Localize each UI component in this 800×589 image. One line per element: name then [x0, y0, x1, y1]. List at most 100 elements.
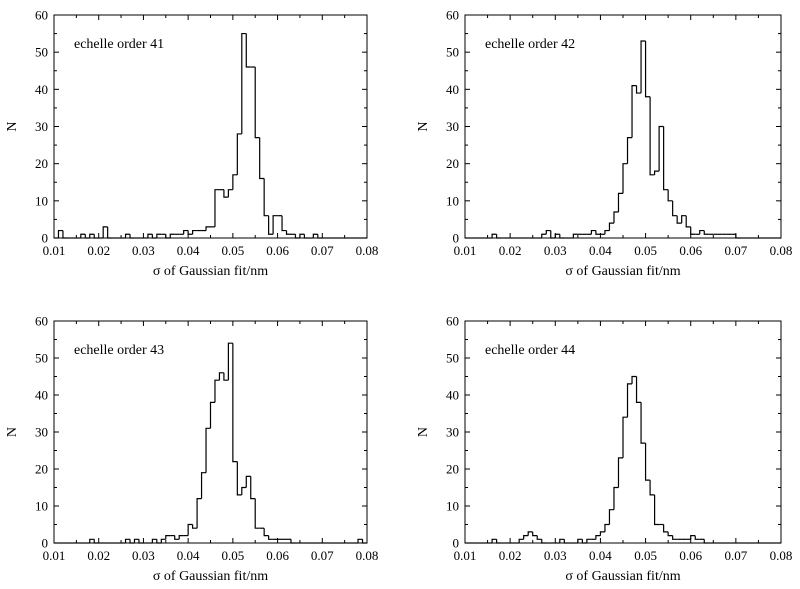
histogram-bin: [151, 234, 157, 239]
x-tick-label: 0.07: [724, 243, 747, 258]
histogram-bin: [245, 33, 251, 68]
histogram-bin: [133, 538, 139, 543]
panel-label: echelle order 41: [74, 37, 164, 52]
y-tick-label: 30: [446, 119, 459, 134]
x-tick-label: 0.01: [454, 548, 477, 563]
histogram-bin: [218, 372, 224, 381]
histogram-bin: [690, 226, 696, 235]
panel-2: 0.01 0.02 0.03 0.04 0.05 0.06 0.07 0.08 0 10 20 30 4…: [416, 8, 792, 280]
histogram-bin: [681, 215, 687, 224]
histogram-bin: [581, 539, 587, 544]
histogram-bin: [254, 498, 260, 529]
histogram-bin: [613, 211, 619, 224]
histogram-bin: [281, 215, 287, 232]
histogram-bin: [663, 524, 669, 533]
histogram-bin: [595, 230, 601, 235]
histogram-bin: [174, 535, 180, 540]
histogram-bin: [303, 234, 309, 239]
y-tick-label: 60: [446, 314, 459, 329]
x-tick-label: 0.01: [454, 243, 477, 258]
histogram-bin: [545, 229, 551, 235]
y-tick-label: 60: [446, 8, 459, 23]
histogram-bin: [187, 230, 193, 235]
histogram-bin: [80, 233, 86, 238]
panel-label: echelle order 43: [74, 343, 164, 358]
histogram-bin: [232, 343, 238, 463]
histogram-bin: [541, 539, 547, 544]
histogram-bin: [703, 539, 709, 544]
histogram-bin: [192, 524, 198, 529]
y-axis-label: N: [5, 121, 20, 131]
y-tick-label: 0: [453, 231, 460, 246]
x-tick-label: 0.04: [177, 548, 200, 563]
histogram: [465, 40, 781, 239]
histogram-bin: [559, 234, 565, 239]
histogram-bin: [496, 539, 502, 544]
y-tick-label: 60: [35, 8, 48, 23]
histogram-bin: [227, 189, 233, 198]
histogram-bin: [685, 215, 691, 228]
histogram-bin: [667, 189, 673, 202]
x-tick-label: 0.05: [221, 243, 244, 258]
histogram-bin: [129, 539, 135, 544]
y-axis-label: N: [5, 427, 20, 437]
histogram-bin: [165, 535, 171, 540]
histogram-bin: [214, 379, 220, 403]
panel-3: 0.01 0.02 0.03 0.04 0.05 0.06 0.07 0.08 0 10 20 30 4…: [5, 314, 378, 585]
histogram-bin: [527, 531, 533, 536]
y-tick-label: 10: [446, 499, 459, 514]
histogram-bin: [595, 535, 601, 540]
x-tick-label: 0.08: [770, 548, 793, 563]
histogram-bin: [654, 170, 660, 175]
histogram-bin: [577, 538, 583, 543]
y-tick-label: 10: [35, 499, 48, 514]
histogram-bin: [241, 32, 247, 134]
histogram-bin: [672, 200, 678, 217]
x-axis-label: σ of Gaussian fit/nm: [153, 569, 268, 584]
histogram-bin: [62, 230, 68, 239]
histogram: [465, 375, 781, 544]
x-tick-label: 0.02: [499, 548, 522, 563]
x-tick-label: 0.01: [43, 243, 66, 258]
histogram-bin: [183, 229, 189, 235]
y-tick-label: 10: [446, 193, 459, 208]
histogram-bin: [89, 233, 95, 238]
histogram-bin: [663, 126, 669, 191]
histogram-bin: [156, 233, 162, 238]
x-axis-label: σ of Gaussian fit/nm: [153, 264, 268, 279]
histogram-bin: [622, 416, 628, 458]
x-tick-label: 0.02: [499, 243, 522, 258]
histogram-bin: [93, 539, 99, 544]
x-tick-label: 0.02: [87, 548, 110, 563]
x-tick-label: 0.03: [544, 243, 567, 258]
histogram-bin: [649, 96, 655, 176]
x-tick-label: 0.08: [356, 548, 379, 563]
y-tick-label: 30: [35, 119, 48, 134]
y-tick-label: 50: [35, 45, 48, 60]
histogram-bin: [147, 233, 153, 238]
y-axis-label: N: [416, 427, 431, 437]
histogram-bin: [690, 535, 696, 540]
histogram-bin: [608, 222, 614, 231]
y-axis-label: N: [416, 121, 431, 131]
histogram-bin: [590, 229, 596, 235]
histogram-bin: [550, 230, 556, 239]
y-tick-label: 0: [42, 536, 49, 551]
x-tick-label: 0.08: [770, 243, 793, 258]
histogram-bin: [205, 226, 211, 231]
histogram-bin: [84, 234, 90, 239]
histogram-bin: [536, 535, 542, 540]
x-tick-label: 0.07: [311, 243, 334, 258]
histogram-bin: [268, 215, 274, 235]
histogram-bin: [236, 133, 242, 175]
y-tick-label: 40: [35, 388, 48, 403]
histogram-bin: [312, 233, 318, 238]
histogram-bin: [192, 229, 198, 235]
histogram-bin: [57, 229, 63, 238]
histogram-bin: [223, 372, 229, 381]
histogram-bin: [644, 443, 651, 481]
histogram-bin: [694, 535, 700, 540]
panel-label: echelle order 44: [485, 343, 575, 358]
histogram-bin: [236, 461, 242, 496]
